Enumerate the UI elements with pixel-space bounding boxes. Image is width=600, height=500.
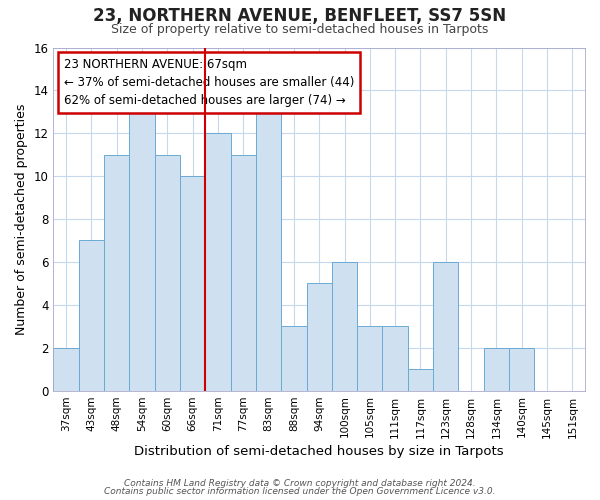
Bar bbox=[357, 326, 382, 390]
Bar bbox=[180, 176, 205, 390]
Bar bbox=[130, 112, 155, 390]
Text: Size of property relative to semi-detached houses in Tarpots: Size of property relative to semi-detach… bbox=[112, 22, 488, 36]
Bar bbox=[307, 284, 332, 391]
Bar bbox=[155, 154, 180, 390]
Bar bbox=[332, 262, 357, 390]
Bar bbox=[484, 348, 509, 391]
Bar bbox=[408, 369, 433, 390]
Text: Contains public sector information licensed under the Open Government Licence v3: Contains public sector information licen… bbox=[104, 487, 496, 496]
Bar bbox=[79, 240, 104, 390]
Bar bbox=[256, 112, 281, 390]
Bar bbox=[509, 348, 535, 391]
Text: Contains HM Land Registry data © Crown copyright and database right 2024.: Contains HM Land Registry data © Crown c… bbox=[124, 478, 476, 488]
Y-axis label: Number of semi-detached properties: Number of semi-detached properties bbox=[15, 104, 28, 334]
Bar bbox=[433, 262, 458, 390]
Bar bbox=[382, 326, 408, 390]
Bar bbox=[281, 326, 307, 390]
X-axis label: Distribution of semi-detached houses by size in Tarpots: Distribution of semi-detached houses by … bbox=[134, 444, 504, 458]
Bar bbox=[205, 134, 230, 390]
Bar bbox=[53, 348, 79, 391]
Bar bbox=[104, 154, 130, 390]
Text: 23 NORTHERN AVENUE: 67sqm
← 37% of semi-detached houses are smaller (44)
62% of : 23 NORTHERN AVENUE: 67sqm ← 37% of semi-… bbox=[64, 58, 355, 107]
Bar bbox=[230, 154, 256, 390]
Text: 23, NORTHERN AVENUE, BENFLEET, SS7 5SN: 23, NORTHERN AVENUE, BENFLEET, SS7 5SN bbox=[94, 8, 506, 26]
